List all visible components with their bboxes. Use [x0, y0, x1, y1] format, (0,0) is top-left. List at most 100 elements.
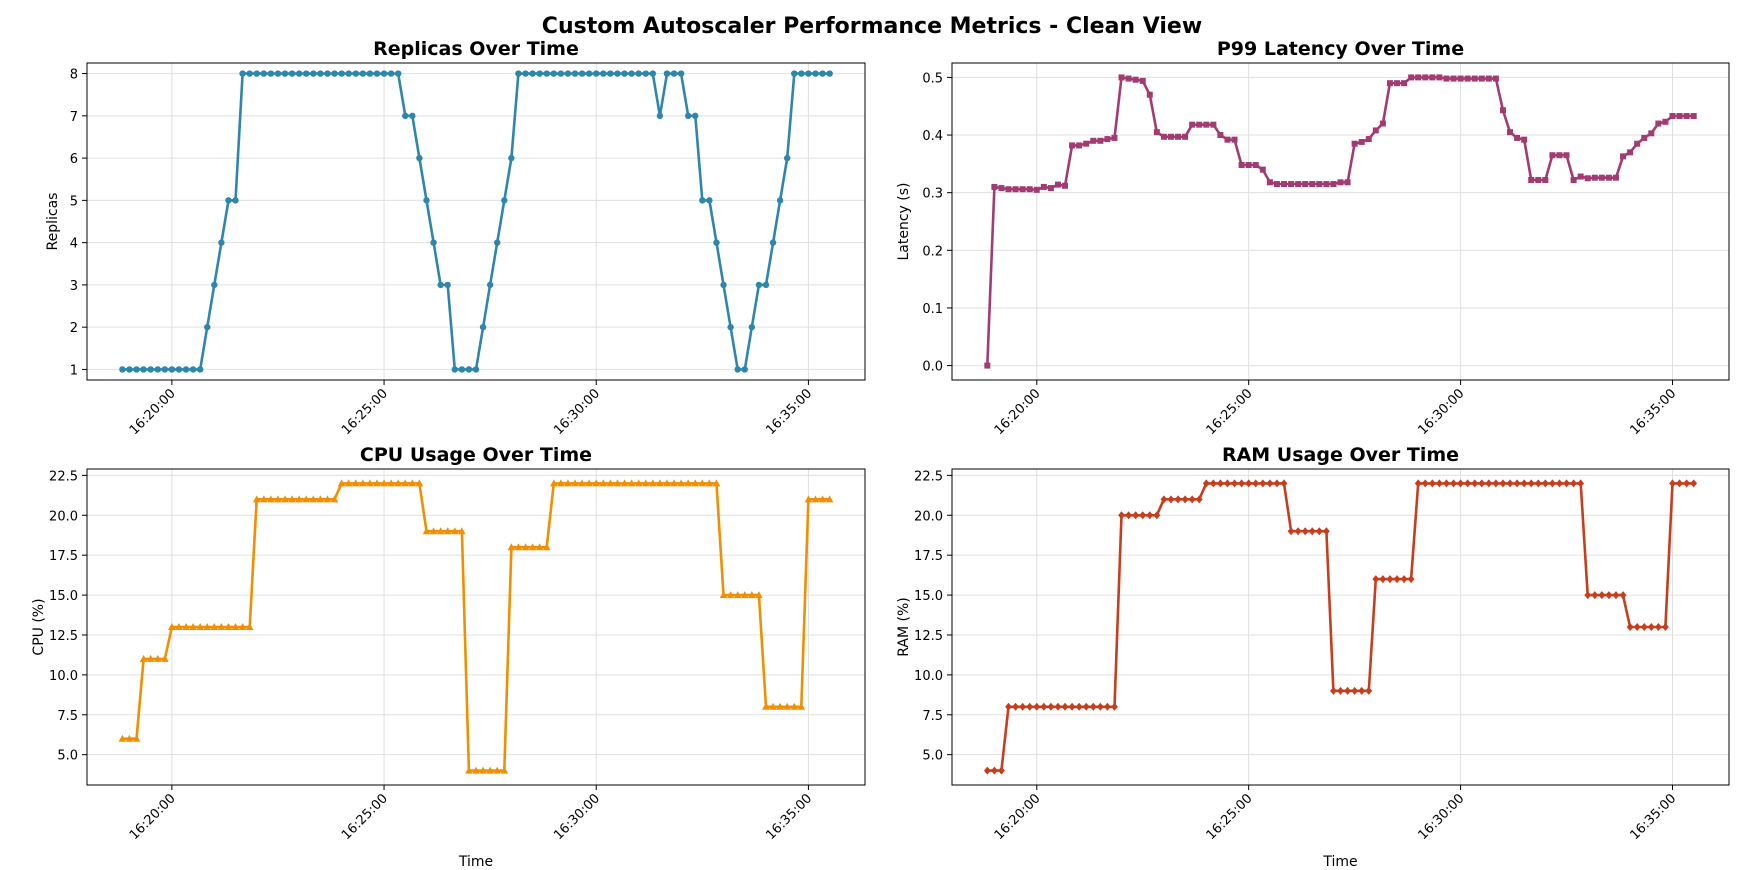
y-tick-label: 2 [70, 321, 78, 336]
data-point [649, 70, 657, 77]
data-point [189, 366, 197, 373]
data-point [983, 766, 991, 775]
data-point [330, 495, 339, 503]
data-point [1209, 479, 1217, 488]
data-point [501, 197, 508, 204]
data-point [1033, 186, 1040, 193]
y-tick-label: 6 [70, 152, 78, 167]
data-point [776, 197, 784, 204]
data-point [337, 479, 346, 487]
y-tick-label: 12.5 [49, 629, 78, 644]
data-point [699, 197, 706, 204]
data-point [310, 70, 317, 77]
data-point [1683, 113, 1690, 120]
data-point [1563, 479, 1570, 488]
data-point [422, 527, 431, 535]
data-point [1662, 623, 1669, 631]
data-point [274, 70, 282, 77]
data-point [1485, 75, 1492, 82]
data-point [1358, 138, 1365, 145]
data-point [1139, 77, 1146, 84]
data-point [762, 281, 770, 289]
data-point [204, 323, 211, 331]
data-point [1097, 137, 1104, 144]
data-point [1167, 133, 1174, 140]
data-point [1259, 479, 1267, 488]
data-point [1365, 686, 1373, 695]
data-point [790, 702, 799, 710]
data-point [748, 591, 756, 599]
data-point [543, 70, 550, 77]
data-point [762, 702, 770, 710]
data-point [1182, 133, 1189, 140]
data-point [826, 70, 833, 77]
data-point [267, 495, 275, 503]
y-tick-label: 8 [70, 68, 78, 83]
data-point [1662, 118, 1669, 125]
data-point [1556, 152, 1563, 159]
data-point [430, 239, 437, 246]
data-point [1535, 177, 1542, 184]
data-point [486, 766, 494, 774]
data-point [670, 70, 678, 77]
data-point [578, 70, 586, 77]
data-point [1471, 479, 1479, 488]
data-point [1507, 129, 1514, 136]
y-tick-label: 20.0 [914, 509, 943, 524]
data-point [1132, 76, 1139, 83]
data-point [132, 734, 141, 742]
data-point [1443, 75, 1450, 82]
data-point [550, 479, 558, 487]
data-point [402, 112, 409, 120]
data-point [585, 479, 593, 487]
data-point [1641, 134, 1648, 141]
data-point [1076, 142, 1083, 149]
data-point [458, 527, 466, 535]
data-point [1146, 91, 1153, 98]
data-point [1400, 575, 1408, 584]
x-axis-label: Time [1322, 854, 1357, 870]
data-point [578, 479, 586, 487]
data-point [1238, 162, 1245, 169]
chart-title: Replicas Over Time [373, 38, 579, 60]
data-point [1302, 181, 1309, 188]
data-point [139, 654, 148, 662]
data-point [1421, 479, 1429, 488]
data-point [252, 495, 261, 503]
data-point [302, 495, 311, 503]
data-point [1153, 129, 1160, 136]
data-point [521, 543, 530, 551]
data-point [811, 495, 820, 503]
data-point [564, 70, 572, 77]
data-point [819, 70, 826, 77]
data-point [1238, 479, 1246, 488]
data-point [677, 70, 685, 77]
y-tick-label: 0.2 [922, 244, 943, 259]
data-point [217, 623, 226, 630]
data-point [1351, 686, 1359, 695]
data-point [1125, 75, 1132, 82]
y-tick-label: 10.0 [914, 669, 943, 684]
y-tick-label: 7.5 [922, 709, 943, 724]
data-point [1351, 140, 1358, 147]
data-point [118, 734, 127, 742]
data-point [1499, 107, 1506, 114]
data-point [1280, 181, 1287, 188]
figure-suptitle: Custom Autoscaler Performance Metrics - … [542, 14, 1202, 39]
data-point [1181, 495, 1189, 504]
data-point [1273, 181, 1280, 188]
data-point [232, 197, 239, 204]
data-point [295, 495, 303, 503]
data-point [1492, 75, 1499, 82]
data-point [1591, 174, 1598, 181]
data-point [1563, 152, 1570, 159]
data-point [607, 70, 614, 77]
data-point [161, 366, 168, 373]
data-point [1202, 479, 1210, 488]
data-point [274, 495, 282, 503]
y-tick-label: 0.5 [922, 71, 943, 86]
data-point [450, 527, 459, 535]
y-tick-label: 12.5 [914, 629, 943, 644]
y-tick-label: 10.0 [49, 669, 78, 684]
